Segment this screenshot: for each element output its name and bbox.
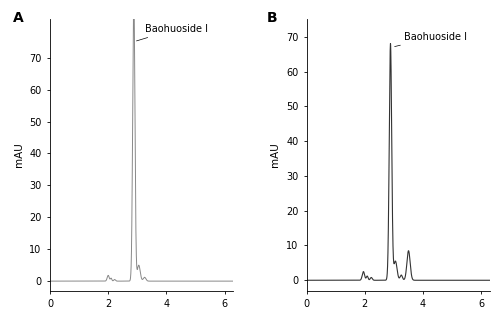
Text: A: A (14, 11, 24, 25)
Y-axis label: mAU: mAU (270, 143, 280, 167)
Y-axis label: mAU: mAU (14, 143, 24, 167)
Text: B: B (266, 11, 277, 25)
Text: Baohuoside I: Baohuoside I (394, 32, 467, 47)
Text: Baohuoside I: Baohuoside I (136, 24, 208, 41)
